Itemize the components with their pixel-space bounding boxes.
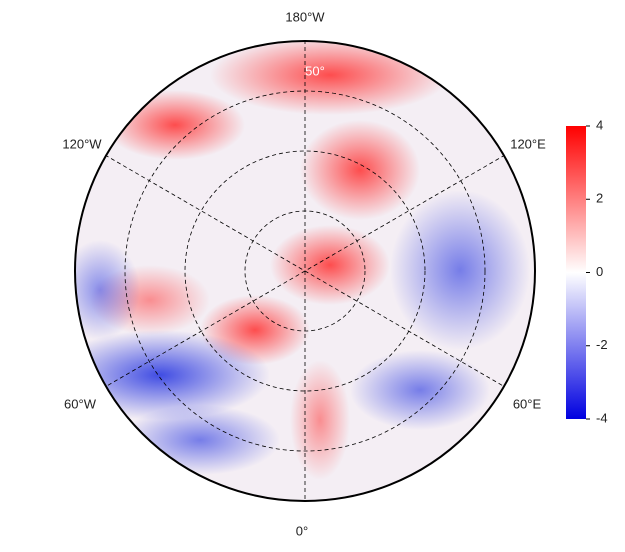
lon-label: 120°W — [62, 136, 102, 151]
lon-label: 60°E — [513, 396, 542, 411]
lat-label: 50° — [305, 63, 325, 78]
map-boundary — [74, 40, 536, 502]
graticule — [104, 41, 506, 501]
lon-label: 120°E — [510, 136, 546, 151]
colorbar-tick-label: 4 — [596, 117, 603, 132]
lon-label: 0° — [296, 523, 308, 538]
colorbar — [566, 126, 586, 419]
lon-label: 180°W — [285, 9, 325, 24]
lon-label: 60°W — [64, 396, 97, 411]
colorbar-tick-label: -4 — [596, 410, 608, 425]
colorbar-tick-label: -2 — [596, 337, 608, 352]
colorbar-tick-label: 2 — [596, 191, 603, 206]
colorbar-tick-label: 0 — [596, 264, 603, 279]
